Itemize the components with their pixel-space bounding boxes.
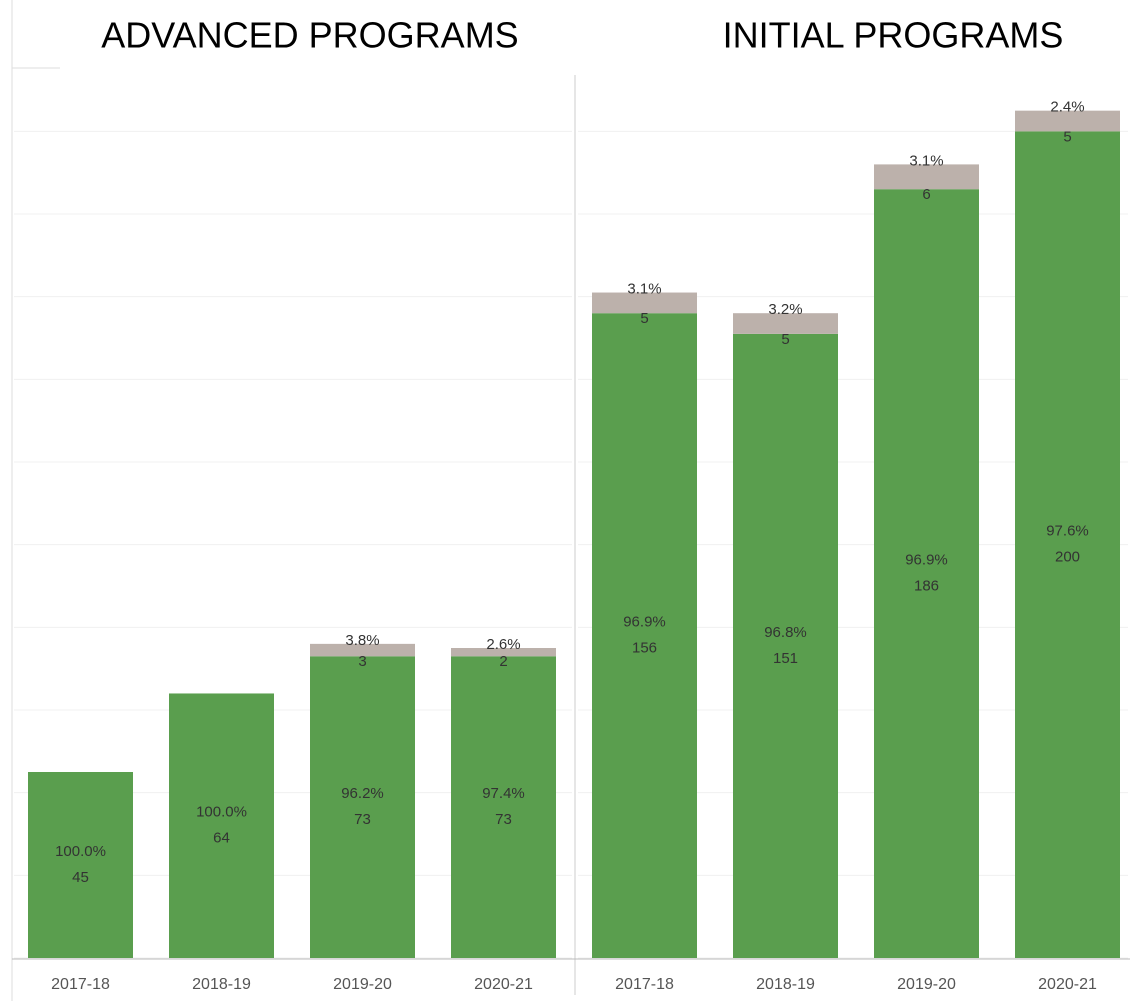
bar-segment (874, 189, 979, 958)
bar-segment (1015, 110, 1120, 132)
percent-label: 96.9% (905, 552, 948, 569)
x-tick-label: 2020-21 (474, 976, 533, 993)
value-label: 156 (632, 640, 657, 657)
percent-label: 100.0% (55, 843, 106, 860)
percent-label: 97.4% (482, 785, 525, 802)
percent-label: 3.8% (345, 632, 379, 649)
value-label: 73 (495, 811, 512, 828)
bar-segment (28, 772, 133, 958)
bar-segment (874, 164, 979, 190)
percent-label: 100.0% (196, 804, 247, 821)
value-label: 186 (914, 578, 939, 595)
bar-segment (310, 656, 415, 958)
value-label: 5 (781, 331, 789, 348)
percent-label: 96.8% (764, 624, 807, 641)
percent-label: 3.1% (627, 281, 661, 298)
bar-segment (451, 648, 556, 657)
bar-segment (592, 313, 697, 958)
value-label: 5 (640, 310, 648, 327)
bar-segment (733, 333, 838, 958)
percent-label: 3.2% (768, 301, 802, 318)
percent-label: 96.2% (341, 785, 384, 802)
bar-segment (592, 292, 697, 314)
value-label: 6 (922, 186, 930, 203)
value-label: 64 (213, 830, 230, 847)
x-tick-label: 2017-18 (51, 976, 110, 993)
x-tick-label: 2020-21 (1038, 976, 1097, 993)
bar-segment (1015, 131, 1120, 959)
bar-segment (310, 643, 415, 657)
x-tick-label: 2018-19 (756, 976, 815, 993)
value-label: 73 (354, 811, 371, 828)
bar-segment (451, 656, 556, 958)
percent-label: 97.6% (1046, 523, 1089, 540)
panel-title: ADVANCED PROGRAMS (101, 15, 518, 56)
bar-segment (733, 313, 838, 334)
bar-segment (169, 693, 274, 958)
panel-title: INITIAL PROGRAMS (723, 15, 1064, 56)
x-tick-label: 2019-20 (897, 976, 956, 993)
x-tick-label: 2019-20 (333, 976, 392, 993)
x-tick-label: 2018-19 (192, 976, 251, 993)
percent-label: 3.1% (909, 152, 943, 169)
value-label: 3 (358, 653, 366, 670)
percent-label: 2.4% (1050, 99, 1084, 116)
value-label: 45 (72, 869, 89, 886)
value-label: 200 (1055, 549, 1080, 566)
value-label: 151 (773, 650, 798, 667)
percent-label: 96.9% (623, 614, 666, 631)
value-label: 2 (499, 653, 507, 670)
value-label: 5 (1063, 128, 1071, 145)
x-tick-label: 2017-18 (615, 976, 674, 993)
percent-label: 2.6% (486, 636, 520, 653)
